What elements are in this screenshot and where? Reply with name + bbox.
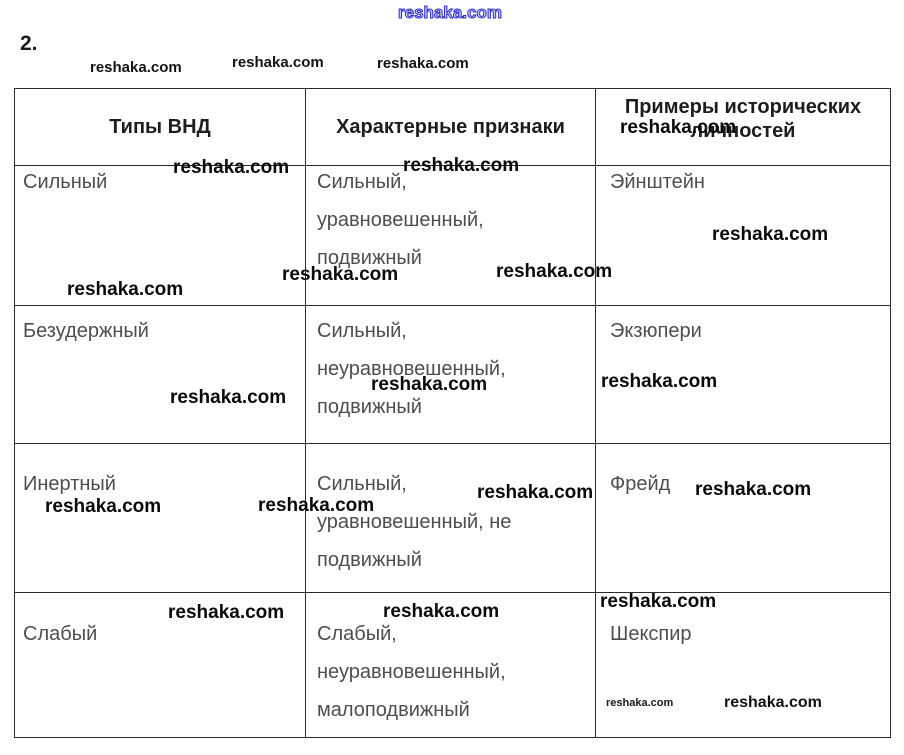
trait-line: Сильный, [317, 171, 407, 193]
trait-line: неуравновешенный, [317, 661, 506, 683]
header-traits: Характерные признаки [305, 88, 596, 166]
trait-line: неуравновешенный, [317, 358, 506, 380]
trait-line: подвижный [317, 396, 422, 418]
cell-person: Фрейд [595, 443, 891, 593]
table-row: Слабый Слабый, неуравновешенный, малопод… [14, 592, 891, 738]
cell-type: Безудержный [14, 305, 306, 444]
trait-line: Сильный, [317, 320, 407, 342]
trait-line: Слабый, [317, 623, 397, 645]
cell-person: Эйнштейн [595, 165, 891, 306]
cell-person: Шекспир [595, 592, 891, 738]
trait-line: уравновешенный, не [317, 511, 512, 533]
cell-traits: Слабый, неуравновешенный, малоподвижный [305, 592, 596, 738]
watermark-text: reshaka.com [398, 3, 503, 23]
header-persons: Примеры исторических личностей [595, 88, 891, 166]
watermark-text: reshaka.com [90, 59, 182, 76]
trait-line: малоподвижный [317, 699, 470, 721]
cell-type: Инертный [14, 443, 306, 593]
cell-traits: Сильный, уравновешенный, не подвижный [305, 443, 596, 593]
cell-traits: Сильный, уравновешенный, подвижный [305, 165, 596, 306]
cell-traits: Сильный, неуравновешенный, подвижный [305, 305, 596, 444]
vnd-types-table: Типы ВНД Характерные признаки Примеры ис… [14, 88, 891, 738]
cell-type: Слабый [14, 592, 306, 738]
table-row: Инертный Сильный, уравновешенный, не под… [14, 443, 891, 593]
table-header-row: Типы ВНД Характерные признаки Примеры ис… [14, 88, 891, 166]
header-types-vnd: Типы ВНД [14, 88, 306, 166]
watermark-text: reshaka.com [232, 54, 324, 71]
trait-line: подвижный [317, 247, 422, 269]
cell-type: Сильный [14, 165, 306, 306]
cell-person: Экзюпери [595, 305, 891, 444]
trait-line: Сильный, [317, 473, 407, 495]
trait-line: подвижный [317, 549, 422, 571]
page-number: 2. [20, 32, 38, 55]
watermark-text: reshaka.com [377, 55, 469, 72]
trait-line: уравновешенный, [317, 209, 484, 231]
table-row: Безудержный Сильный, неуравновешенный, п… [14, 305, 891, 444]
table-row: Сильный Сильный, уравновешенный, подвижн… [14, 165, 891, 306]
